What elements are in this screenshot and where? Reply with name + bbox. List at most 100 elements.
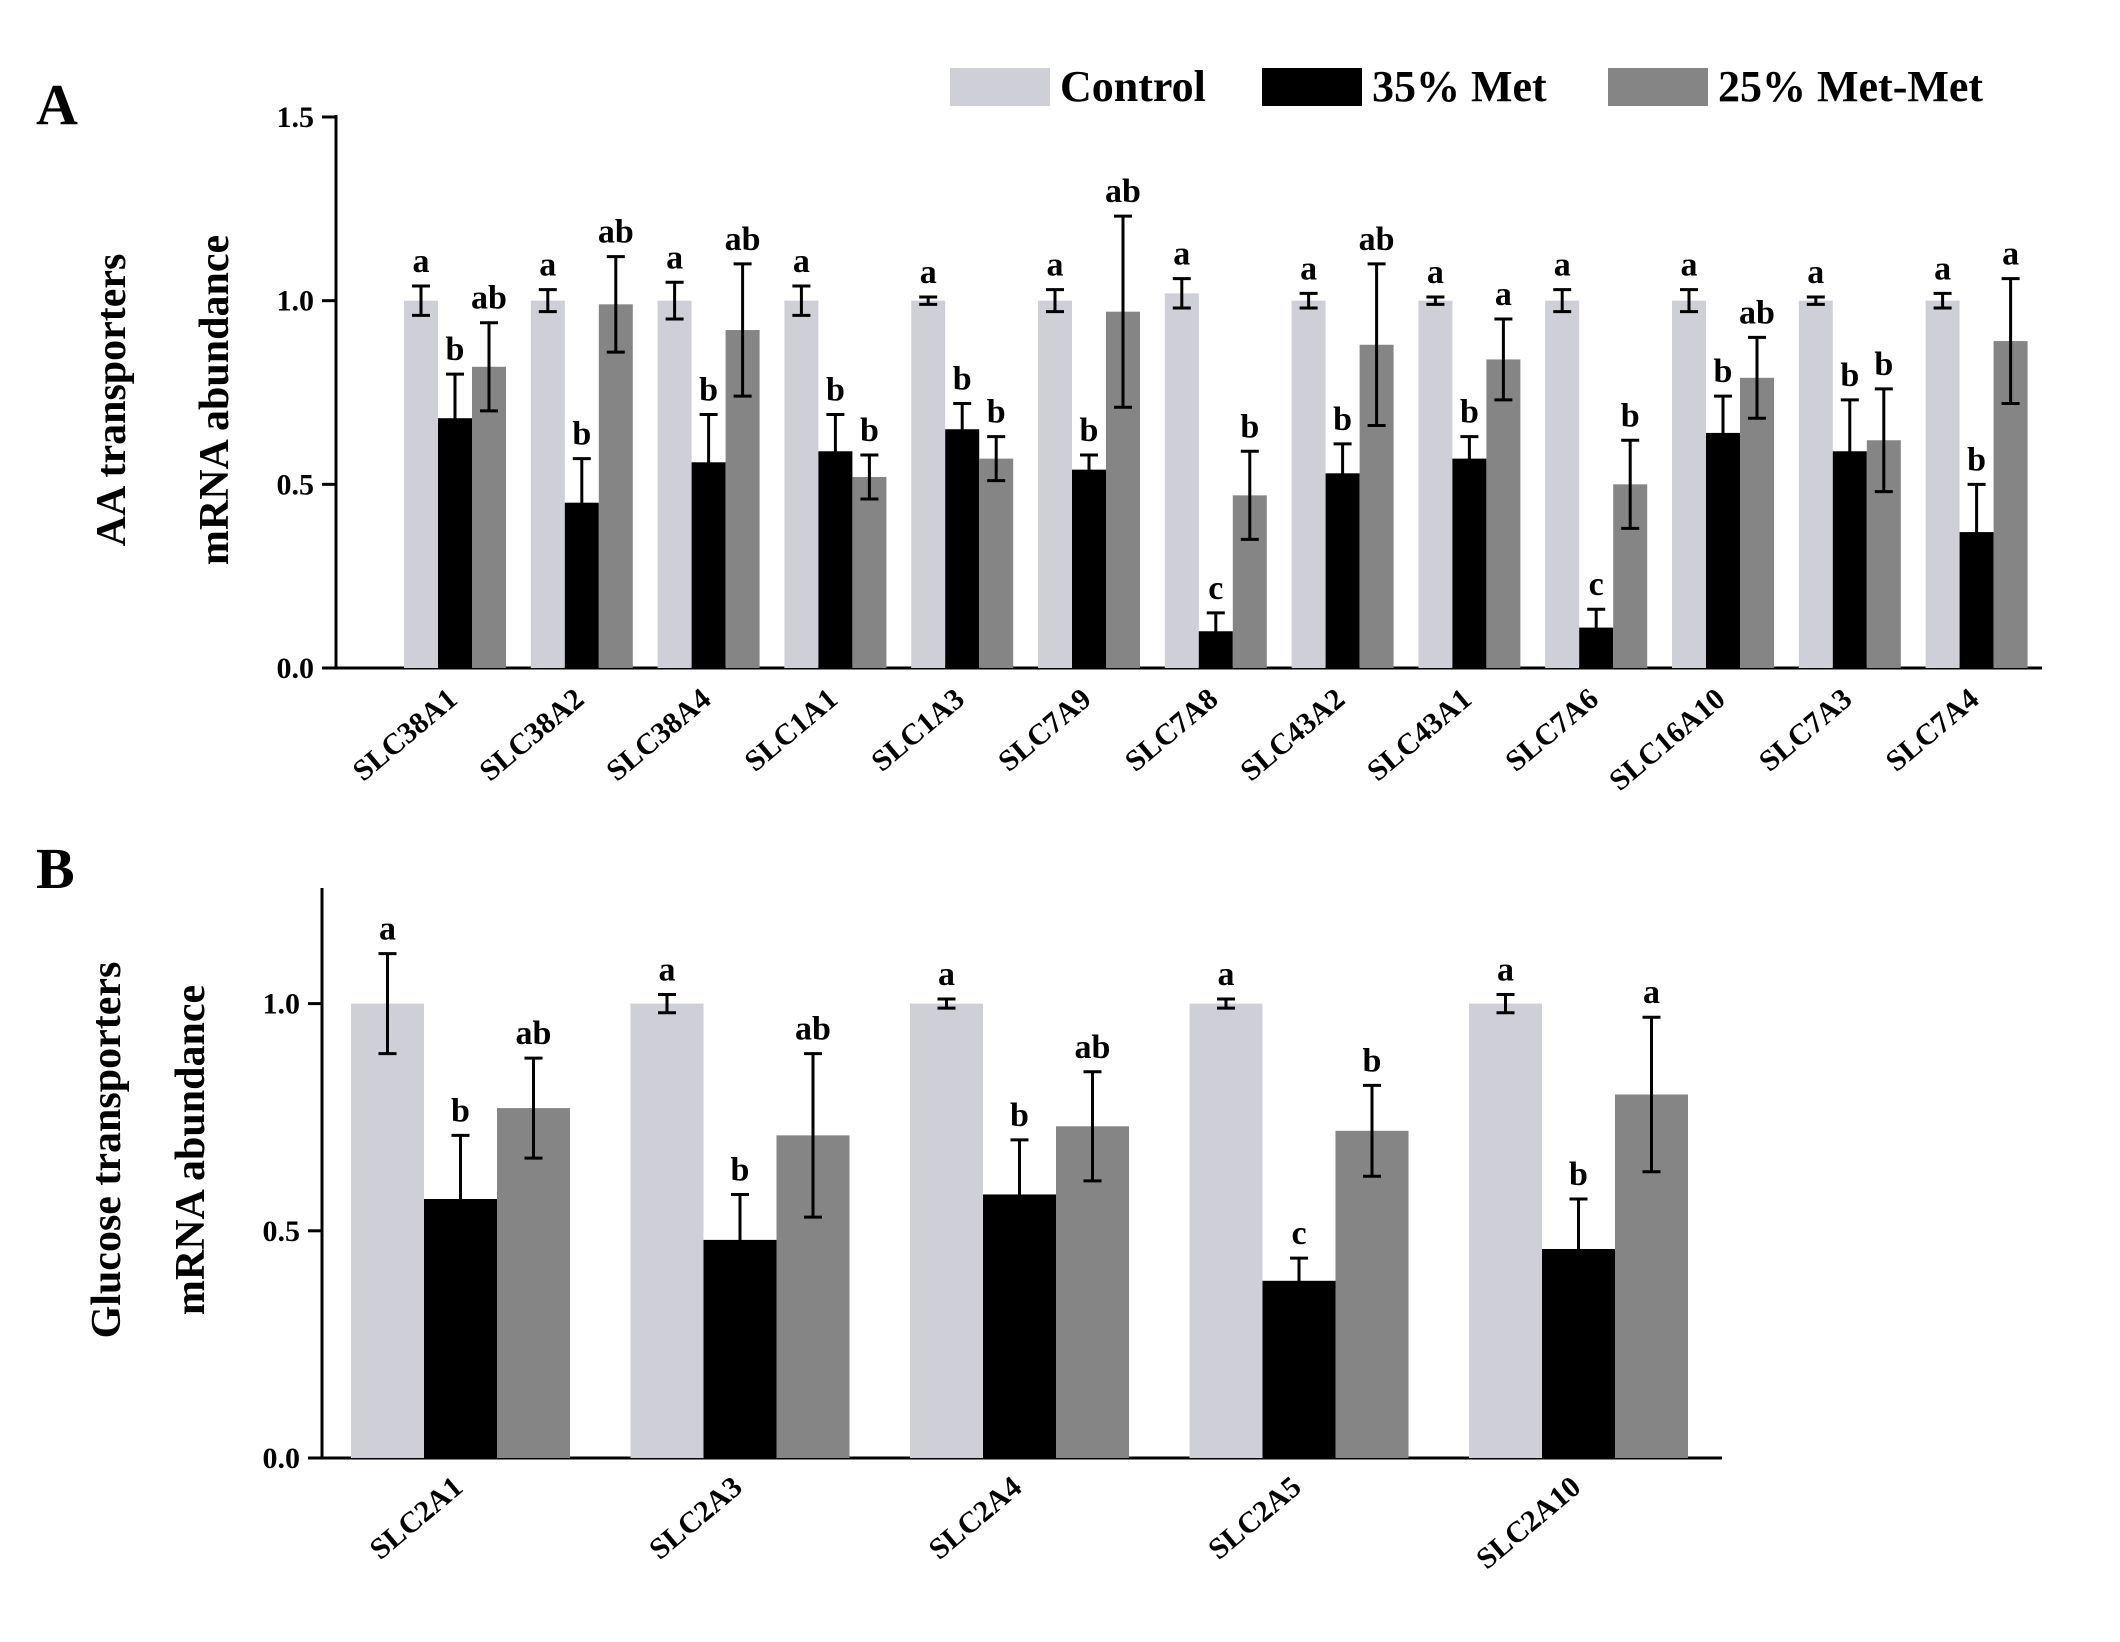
panel-a-sig-slc1a1-s3: b [860,412,879,449]
panel-a-category-slc7a6: SLC7A6 [1499,682,1605,778]
panel-a-sig-slc7a4-s2: b [1967,441,1986,478]
panel-a-category-slc1a1: SLC1A1 [738,682,844,778]
panel-a-sig-slc43a2-s2: b [1333,401,1352,438]
panel-b-bar-slc2a5-s3 [1335,1130,1409,1458]
panel-b-bar-slc2a1-s3 [497,1108,570,1458]
panel-a-letter: A [36,72,78,137]
panel-b-sig-slc2a5-s1: a [1218,956,1235,993]
panel-a-bar-slc16a10-s2 [1706,432,1740,668]
panel-a-errorbar-slc7a3-s1 [1806,295,1825,306]
panel-a-bar-slc43a1-s2 [1452,458,1487,668]
panel-a-sig-slc7a8-s2: c [1208,570,1223,607]
panel-a-category-slc7a3: SLC7A3 [1753,682,1859,778]
panel-a-sig-slc7a3-s2: b [1840,357,1859,394]
panel-a-errorbar-slc7a6-s2 [1587,607,1606,648]
panel-a-bar-slc38a2-s3 [598,304,633,668]
panel-b-errorbar-slc2a3-s3 [804,1052,822,1219]
panel-b-category-slc2a3: SLC2A3 [643,1470,749,1566]
legend-swatch-3 [1608,68,1708,106]
panel-a-sig-slc16a10-s3: ab [1739,294,1775,331]
legend-swatch-2 [1262,68,1362,106]
panel-a-errorbar-slc38a2-s2 [572,457,591,549]
panel-a-sig-slc1a3-s2: b [953,361,972,398]
panel-b-errorbar-slc2a4-s2 [1010,1138,1029,1251]
panel-b-category-slc2a4: SLC2A4 [922,1470,1028,1566]
panel-a-bar-slc7a6-s1 [1545,300,1580,668]
panel-b-sig-slc2a3-s3: ab [795,1011,831,1048]
panel-a-errorbar-slc7a3-s2 [1840,398,1859,505]
panel-a-category-slc43a2: SLC43A2 [1234,682,1351,788]
panel-a-bar-slc7a9-s2 [1072,469,1106,668]
panel-a-sig-slc38a4-s3: ab [725,221,761,258]
legend-label-1: Control [1060,62,1206,111]
panel-b-errorbar-slc2a5-s2 [1290,1256,1308,1306]
panel-b-category-slc2a5: SLC2A5 [1202,1470,1308,1566]
panel-a-category-slc38a2: SLC38A2 [473,682,590,788]
panel-b-errorbar-slc2a5-s1 [1217,997,1235,1010]
panel-a-errorbar-slc1a3-s1 [919,295,938,306]
panel-a-sig-slc16a10-s1: a [1681,247,1698,284]
panel-b-errorbar-slc2a5-s3 [1363,1083,1381,1178]
panel-a-errorbar-slc43a1-s3 [1494,317,1513,402]
panel-a-sig-slc7a4-s3: a [2002,236,2019,273]
panel-b-errorbar-slc2a1-s3 [524,1056,543,1160]
panel-a-category-slc16a10: SLC16A10 [1603,682,1731,797]
panel-a-bar-slc1a3-s2 [945,429,980,668]
panel-a-category-slc38a1: SLC38A1 [347,682,464,788]
panel-a-sig-slc7a9-s1: a [1047,247,1064,284]
panel-a-ytick-label-2: 0.5 [277,468,315,501]
panel-a-sig-slc43a1-s1: a [1427,254,1444,291]
panel-b-bar-slc2a4-s1 [910,1003,983,1458]
panel-a-bar-slc7a8-s1 [1164,293,1199,668]
panel-a-sig-slc7a8-s3: b [1240,408,1259,445]
legend-label-3: 25% Met-Met [1718,62,1983,111]
panel-a-errorbar-slc43a1-s1 [1426,295,1445,306]
panel-a-errorbar-slc7a9-s2 [1080,453,1098,486]
panel-b-sig-slc2a5-s3: b [1363,1042,1382,1079]
panel-a-errorbar-slc7a9-s1 [1046,288,1064,314]
panel-a-bar-slc43a2-s1 [1291,300,1326,668]
panel-a-bar-slc43a2-s2 [1325,473,1360,668]
legend: Control 35% Met 25% Met-Met [950,62,1983,111]
panel-a-errorbar-slc7a4-s3 [2001,277,2020,406]
panel-b-sig-slc2a5-s2: c [1291,1215,1306,1252]
panel-b-errorbar-slc2a4-s3 [1083,1070,1102,1183]
panel-a-bar-slc38a1-s3 [472,366,506,668]
panel-a-sig-slc38a2-s3: ab [598,214,634,251]
panel-a-errorbar-slc7a4-s1 [1933,291,1952,310]
panel-a-sig-slc38a1-s1: a [413,243,430,280]
panel-b-errorbar-slc2a1-s1 [378,952,397,1056]
panel-a-errorbar-slc7a4-s2 [1967,482,1986,582]
panel-a-sig-slc43a1-s3: a [1495,276,1512,313]
panel-a-category-slc7a8: SLC7A8 [1119,682,1225,778]
panel-a-sig-slc1a3-s3: b [987,394,1006,431]
panel-a-category-slc7a4: SLC7A4 [1880,682,1986,778]
panel-a-errorbar-slc7a6-s3 [1621,438,1640,530]
panel-a-errorbar-slc38a2-s3 [606,255,625,354]
panel-a-errorbar-slc38a1-s2 [446,372,464,464]
panel-b-errorbar-slc2a1-s2 [451,1133,470,1265]
panel-a-errorbar-slc43a2-s3 [1367,262,1386,428]
panel-a-bar-slc1a1-s3 [852,476,887,668]
panel-b-ylabel-line-2: mRNA abundance [168,985,214,1315]
panel-a-bar-slc1a3-s3 [979,458,1014,668]
panel-b-chart: B Glucose transporters mRNA abundance 0.0 0.… [36,836,1722,1576]
panel-a-bar-slc38a4-s1 [657,300,692,668]
panel-a-errorbar-slc16a10-s3 [1748,335,1766,420]
panel-a-bar-slc7a4-s1 [1925,300,1960,668]
panel-a-sig-slc38a1-s2: b [446,331,465,368]
panel-b-sig-slc2a3-s1: a [659,952,676,989]
panel-b-bar-slc2a1-s1 [351,1003,424,1458]
panel-a-bar-slc7a9-s1 [1038,300,1072,668]
panel-b-errorbar-slc2a10-s1 [1496,993,1515,1015]
panel-a-errorbar-slc1a1-s3 [860,453,879,501]
panel-a-errorbar-slc16a10-s2 [1714,394,1732,472]
panel-a-sig-slc16a10-s2: b [1714,353,1733,390]
panel-b-sig-slc2a4-s3: ab [1075,1029,1111,1066]
panel-a-sig-slc7a3-s1: a [1807,254,1824,291]
panel-a-ylabel-line-2: mRNA abundance [192,235,238,565]
panel-a-sig-slc1a1-s1: a [793,243,810,280]
panel-b-sig-slc2a10-s3: a [1643,974,1660,1011]
panel-a-sig-slc38a4-s1: a [666,239,683,276]
